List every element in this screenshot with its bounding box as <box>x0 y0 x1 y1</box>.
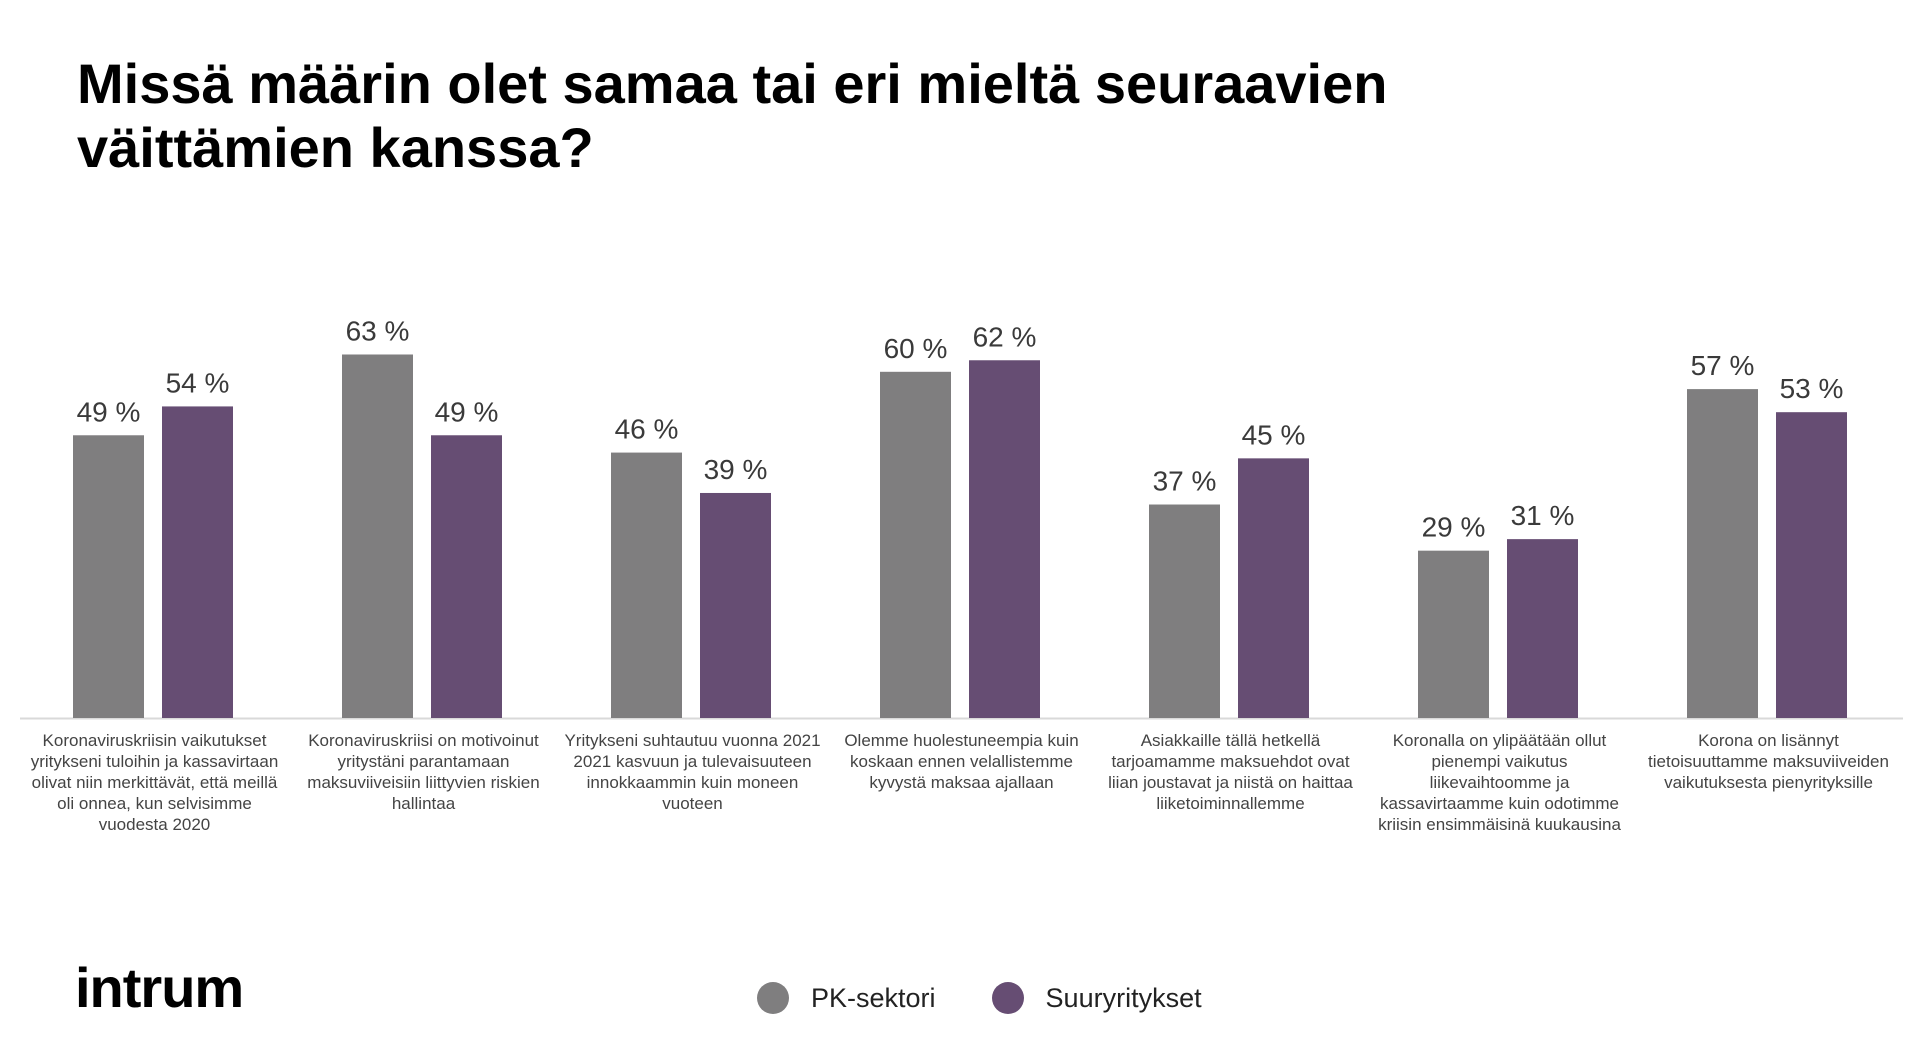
category-label-line: yritykseni tuloihin ja kassavirtaan <box>30 752 279 771</box>
data-label-suur-6: 53 % <box>1780 373 1844 404</box>
category-label-line: tietoisuuttamme maksuviiveiden <box>1648 752 1889 771</box>
category-label-line: kriisin ensimmäisinä kuukausina <box>1378 815 1621 834</box>
data-label-suur-0: 54 % <box>166 367 230 398</box>
chart-title: Missä määrin olet samaa tai eri mieltä s… <box>77 52 1388 179</box>
category-label-line: Koronalla on ylipäätään ollut <box>1392 731 1607 750</box>
legend-label-pk: PK-sektori <box>811 982 936 1013</box>
bar-pk-1 <box>342 354 413 718</box>
category-label-line: kyvystä maksaa ajallaan <box>869 773 1054 792</box>
bar-pk-2 <box>611 452 682 718</box>
legend-item-pk: PK-sektori <box>757 982 936 1014</box>
bar-suur-0 <box>162 406 233 718</box>
legend-label-suur: Suuryritykset <box>1045 982 1202 1013</box>
category-label-5: Koronalla on ylipäätään ollut pienempi va… <box>1365 730 1635 835</box>
legend: PK-sektori Suuryritykset <box>757 982 1258 1014</box>
data-label-pk-1: 63 % <box>346 315 410 346</box>
intrum-logo: intrum <box>75 956 244 1019</box>
bar-pk-4 <box>1149 504 1220 718</box>
data-label-suur-3: 62 % <box>973 321 1037 352</box>
category-label-line: liiketoiminnallemme <box>1156 794 1305 813</box>
bar-pk-3 <box>880 371 951 718</box>
category-label-line: innokkaammin kuin moneen <box>586 773 799 792</box>
data-label-pk-5: 29 % <box>1422 512 1486 543</box>
category-label-1: Koronaviruskriisi on motivoinut yritystän… <box>289 730 559 814</box>
bar-pk-6 <box>1687 389 1758 718</box>
bar-suur-4 <box>1238 458 1309 718</box>
category-label-line: vuoteen <box>662 794 723 813</box>
data-label-suur-4: 45 % <box>1242 419 1306 450</box>
category-label-line: Koronaviruskriisi on motivoinut <box>308 731 539 750</box>
category-label-line: kassavirtaamme kuin odotimme <box>1379 794 1620 813</box>
category-label-line: olivat niin merkittävät, että meillä <box>31 773 278 792</box>
category-label-2: Yritykseni suhtautuu vuonna 2021 2021 kas… <box>558 730 828 814</box>
category-label-line: Olemme huolestuneempia kuin <box>844 731 1079 750</box>
category-label-line: Asiakkaille tällä hetkellä <box>1140 731 1321 750</box>
category-label-line: vuodesta 2020 <box>98 815 211 834</box>
bar-suur-5 <box>1507 539 1578 718</box>
category-label-line: hallintaa <box>391 794 456 813</box>
category-label-line: Yritykseni suhtautuu vuonna 2021 <box>564 731 821 750</box>
category-label-line: 2021 kasvuun ja tulevaisuuteen <box>573 752 812 771</box>
data-label-suur-1: 49 % <box>435 396 499 427</box>
data-label-suur-5: 31 % <box>1511 500 1575 531</box>
bar-pk-0 <box>73 435 144 718</box>
category-label-0: Koronaviruskriisin vaikutukset yritykseni… <box>20 730 290 835</box>
data-label-pk-4: 37 % <box>1153 466 1217 497</box>
legend-item-suur: Suuryritykset <box>991 982 1202 1014</box>
bar-suur-2 <box>700 492 771 718</box>
category-label-line: Koronaviruskriisin vaikutukset <box>42 731 267 750</box>
data-label-pk-3: 60 % <box>884 333 948 364</box>
category-label-line: liikevaihtoomme ja <box>1429 773 1570 792</box>
category-label-line: koskaan ennen velallistemme <box>849 752 1073 771</box>
legend-swatch-suur <box>991 982 1024 1014</box>
category-label-line: liian joustavat ja niistä on haittaa <box>1108 773 1353 792</box>
bar-pk-5 <box>1418 550 1489 718</box>
category-label-line: maksuviiveisiin liittyvien riskien <box>307 773 540 792</box>
category-label-line: tarjoamamme maksuehdot ovat <box>1111 752 1350 771</box>
category-label-line: pienempi vaikutus <box>1431 752 1568 771</box>
bar-suur-1 <box>431 435 502 718</box>
data-label-pk-6: 57 % <box>1691 350 1755 381</box>
category-label-4: Asiakkaille tällä hetkellä tarjoamamme ma… <box>1096 730 1366 814</box>
category-label-line: yritystäni parantamaan <box>337 752 510 771</box>
data-label-pk-0: 49 % <box>77 396 141 427</box>
category-label-3: Olemme huolestuneempia kuin koskaan ennen… <box>827 730 1097 793</box>
bar-suur-6 <box>1776 412 1847 718</box>
category-label-6: Korona on lisännyt tietoisuuttamme maksuv… <box>1634 730 1904 793</box>
data-label-pk-2: 46 % <box>615 414 679 445</box>
data-label-suur-2: 39 % <box>704 454 768 485</box>
category-label-line: oli onnea, kun selvisimme <box>57 794 252 813</box>
category-label-line: Korona on lisännyt <box>1698 731 1839 750</box>
category-label-line: vaikutuksesta pienyrityksille <box>1664 773 1873 792</box>
legend-swatch-pk <box>757 982 789 1014</box>
bar-suur-3 <box>969 360 1040 718</box>
